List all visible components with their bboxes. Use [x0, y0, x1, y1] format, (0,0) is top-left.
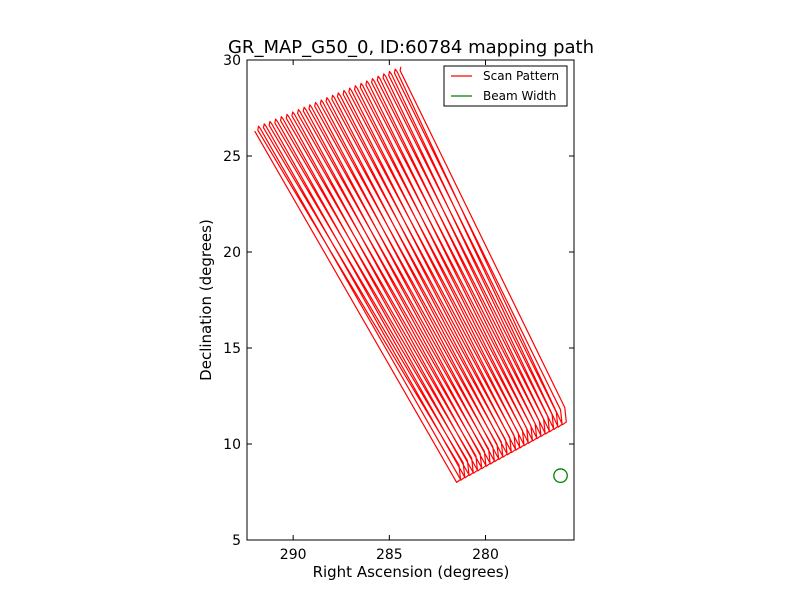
- y-tick-label: 15: [223, 341, 241, 357]
- legend-label-beam-width: Beam Width: [483, 89, 556, 103]
- beam-width-circle: [553, 468, 568, 484]
- x-axis-label: Right Ascension (degrees): [313, 563, 510, 581]
- x-tick-label: 280: [472, 547, 499, 563]
- legend-box: [443, 65, 568, 107]
- plot-data-layer: [254, 66, 568, 484]
- y-tick-label: 10: [223, 437, 241, 453]
- x-tick-label: 290: [280, 547, 307, 563]
- y-tick-label: 30: [223, 53, 241, 69]
- x-tick-label: 285: [376, 547, 403, 563]
- scan-pattern-line: [254, 66, 567, 483]
- y-tick-label: 5: [232, 533, 241, 549]
- y-tick-label: 25: [223, 149, 241, 165]
- plot-frame: [246, 59, 575, 541]
- y-tick-label: 20: [223, 245, 241, 261]
- legend-label-scan-pattern: Scan Pattern: [483, 69, 559, 83]
- y-axis-label: Declination (degrees): [197, 219, 215, 381]
- chart-title: GR_MAP_G50_0, ID:60784 mapping path: [228, 37, 594, 58]
- axis-ticks: 5 10 15 20 25 30 290 285 280: [223, 53, 574, 563]
- legend: Scan Pattern Beam Width: [443, 65, 568, 107]
